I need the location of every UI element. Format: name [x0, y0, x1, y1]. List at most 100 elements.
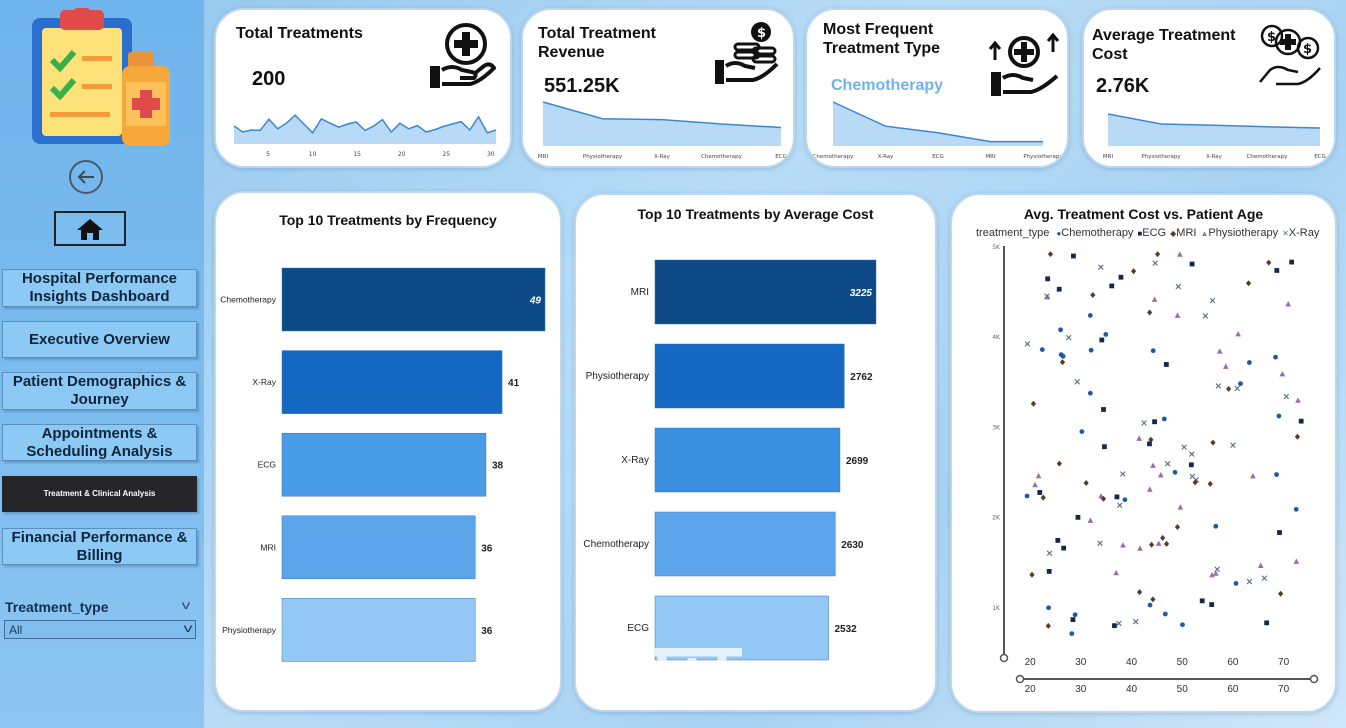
- scatter-point-physiotherapy[interactable]: [1136, 435, 1142, 441]
- legend-item-mri[interactable]: ◆MRI: [1170, 227, 1196, 239]
- x-slider-handle[interactable]: [1015, 674, 1025, 684]
- scatter-point-chemotherapy[interactable]: [1147, 602, 1153, 608]
- scatter-point-x-ray[interactable]: [1175, 283, 1182, 290]
- nav-executive-overview[interactable]: Executive Overview: [2, 321, 197, 358]
- scatter-point-ecg[interactable]: [1264, 620, 1270, 626]
- nav-treatment-clinical[interactable]: Treatment & Clinical Analysis: [2, 476, 197, 512]
- scatter-point-chemotherapy[interactable]: [1172, 469, 1178, 475]
- scatter-point-mri[interactable]: [1059, 359, 1066, 366]
- scatter-point-chemotherapy[interactable]: [1087, 390, 1093, 396]
- bar-mri[interactable]: [281, 515, 476, 580]
- scatter-point-x-ray[interactable]: [1152, 260, 1158, 266]
- scatter-point-x-ray[interactable]: [1202, 313, 1209, 319]
- scatter-point-physiotherapy[interactable]: [1285, 301, 1291, 307]
- scatter-point-x-ray[interactable]: [1181, 444, 1187, 450]
- scatter-point-x-ray[interactable]: [1234, 385, 1241, 392]
- scatter-point-ecg[interactable]: [1071, 253, 1076, 259]
- home-button[interactable]: [54, 211, 126, 246]
- scatter-point-physiotherapy[interactable]: [1137, 545, 1143, 551]
- scatter-point-physiotherapy[interactable]: [1113, 569, 1119, 576]
- scatter-point-ecg[interactable]: [1037, 490, 1043, 495]
- scatter-point-chemotherapy[interactable]: [1088, 347, 1094, 353]
- scatter-point-x-ray[interactable]: [1074, 379, 1081, 385]
- scatter-point-x-ray[interactable]: [1215, 383, 1222, 389]
- scatter-point-chemotherapy[interactable]: [1069, 631, 1075, 637]
- scatter-point-mri[interactable]: [1278, 590, 1284, 597]
- scatter-point-x-ray[interactable]: [1230, 442, 1236, 449]
- scatter-point-ecg[interactable]: [1056, 286, 1062, 292]
- scatter-point-physiotherapy[interactable]: [1157, 471, 1164, 478]
- scatter-point-chemotherapy[interactable]: [1161, 416, 1167, 422]
- scatter-point-physiotherapy[interactable]: [1035, 472, 1042, 479]
- y-slider-handle[interactable]: [999, 653, 1009, 663]
- scatter-point-ecg[interactable]: [1152, 419, 1157, 425]
- scatter-point-mri[interactable]: [1083, 480, 1089, 487]
- scatter-point-physiotherapy[interactable]: [1174, 312, 1181, 318]
- back-button[interactable]: [69, 160, 103, 194]
- scatter-point-physiotherapy[interactable]: [1250, 472, 1256, 479]
- scatter-point-ecg[interactable]: [1289, 259, 1295, 265]
- scatter-point-physiotherapy[interactable]: [1222, 363, 1229, 369]
- bar-xray[interactable]: [281, 350, 503, 414]
- scatter-point-physiotherapy[interactable]: [1087, 517, 1094, 523]
- scatter-point-mri[interactable]: [1047, 251, 1054, 258]
- scatter-point-chemotherapy[interactable]: [1273, 354, 1278, 360]
- bar-physiotherapy[interactable]: [281, 598, 476, 662]
- scatter-point-mri[interactable]: [1160, 534, 1166, 541]
- scatter-point-ecg[interactable]: [1277, 530, 1282, 535]
- nav-hospital-performance[interactable]: Hospital Performance Insights Dashboard: [2, 269, 197, 307]
- scatter-point-mri[interactable]: [1163, 540, 1170, 547]
- scatter-point-physiotherapy[interactable]: [1209, 571, 1215, 578]
- scatter-point-physiotherapy[interactable]: [1235, 330, 1241, 337]
- scatter-point-physiotherapy[interactable]: [1151, 296, 1158, 302]
- scatter-point-ecg[interactable]: [1102, 444, 1107, 450]
- scatter-point-chemotherapy[interactable]: [1180, 622, 1185, 628]
- scatter-point-ecg[interactable]: [1070, 617, 1076, 623]
- nav-financial-performance[interactable]: Financial Performance & Billing: [2, 528, 197, 565]
- scatter-point-chemotherapy[interactable]: [1087, 313, 1093, 318]
- scatter-point-mri[interactable]: [1174, 523, 1181, 530]
- legend-item-chemotherapy[interactable]: ●Chemotherapy: [1056, 227, 1133, 239]
- scatter-point-ecg[interactable]: [1055, 538, 1061, 543]
- scatter-point-physiotherapy[interactable]: [1293, 558, 1300, 564]
- scatter-point-chemotherapy[interactable]: [1162, 611, 1168, 617]
- scatter-point-mri[interactable]: [1225, 385, 1232, 392]
- scatter-point-mri[interactable]: [1056, 460, 1062, 467]
- scatter-point-chemotherapy[interactable]: [1274, 472, 1279, 477]
- scatter-point-mri[interactable]: [1130, 268, 1137, 275]
- scatter-point-ecg[interactable]: [1114, 494, 1120, 500]
- scatter-point-physiotherapy[interactable]: [1176, 251, 1183, 257]
- scatter-point-chemotherapy[interactable]: [1246, 360, 1252, 365]
- legend-item-ecg[interactable]: ■ECG: [1137, 227, 1166, 239]
- scatter-point-chemotherapy[interactable]: [1058, 327, 1063, 333]
- bar-physiotherapy[interactable]: [654, 343, 845, 409]
- scatter-point-chemotherapy[interactable]: [1060, 353, 1066, 359]
- scatter-point-chemotherapy[interactable]: [1150, 348, 1156, 354]
- scatter-point-x-ray[interactable]: [1283, 393, 1290, 400]
- scatter-point-ecg[interactable]: [1199, 598, 1205, 604]
- scatter-point-chemotherapy[interactable]: [1213, 523, 1219, 529]
- scatter-point-x-ray[interactable]: [1065, 334, 1072, 341]
- scatter-point-physiotherapy[interactable]: [1177, 504, 1184, 510]
- scatter-point-physiotherapy[interactable]: [1032, 481, 1038, 488]
- scatter-point-chemotherapy[interactable]: [1233, 581, 1239, 586]
- scatter-point-x-ray[interactable]: [1261, 575, 1268, 581]
- bar-chemotherapy[interactable]: [281, 267, 546, 332]
- scatter-point-x-ray[interactable]: [1097, 264, 1104, 271]
- scatter-point-x-ray[interactable]: [1141, 420, 1147, 426]
- scatter-point-x-ray[interactable]: [1189, 451, 1195, 457]
- scatter-point-mri[interactable]: [1090, 291, 1096, 298]
- scatter-point-x-ray[interactable]: [1024, 341, 1031, 347]
- scatter-point-mri[interactable]: [1148, 541, 1155, 548]
- scatter-point-chemotherapy[interactable]: [1276, 413, 1282, 419]
- scatter-point-ecg[interactable]: [1163, 362, 1169, 367]
- scatter-point-ecg[interactable]: [1274, 268, 1280, 273]
- scatter-point-physiotherapy[interactable]: [1155, 540, 1162, 546]
- scatter-point-physiotherapy[interactable]: [1216, 348, 1223, 354]
- bar-ecg[interactable]: [281, 432, 487, 497]
- x-slider-handle[interactable]: [1309, 674, 1319, 684]
- scatter-point-mri[interactable]: [1155, 251, 1161, 258]
- scatter-point-chemotherapy[interactable]: [1039, 347, 1045, 353]
- scatter-point-ecg[interactable]: [1109, 283, 1115, 289]
- scatter-point-chemotherapy[interactable]: [1293, 506, 1299, 512]
